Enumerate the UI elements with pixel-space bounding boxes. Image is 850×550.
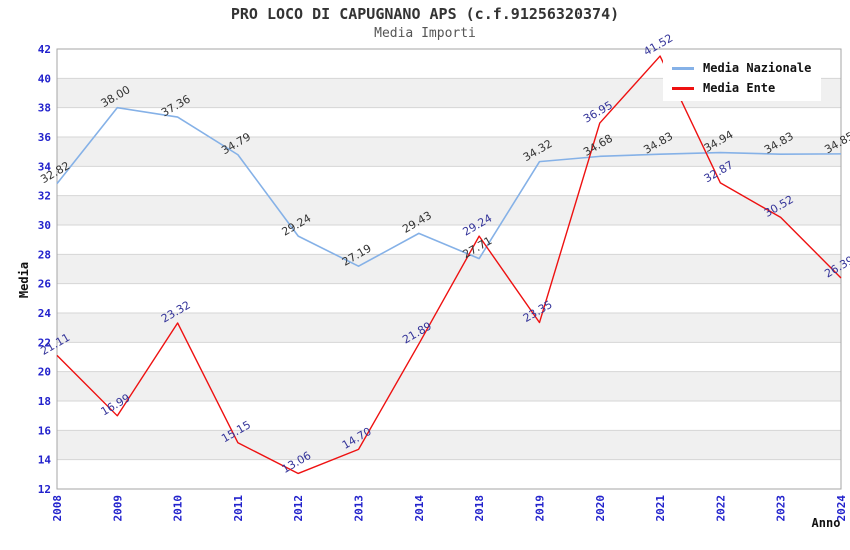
y-tick-label: 28	[38, 248, 51, 261]
y-tick-label: 12	[38, 483, 51, 496]
y-tick-label: 42	[38, 43, 51, 56]
x-axis-title: Anno	[812, 516, 841, 530]
x-tick-label: 2023	[775, 495, 788, 522]
y-tick-label: 34	[38, 160, 52, 173]
x-tick-label: 2009	[111, 495, 124, 522]
legend-swatch-icon	[672, 66, 694, 70]
band	[57, 225, 841, 255]
legend-item: Media Ente	[672, 81, 811, 95]
line-path	[56, 106, 842, 268]
x-tick-label: 2014	[413, 495, 426, 522]
x-tick-label: 2018	[473, 495, 486, 522]
y-tick-label: 36	[38, 131, 52, 144]
band	[57, 401, 841, 431]
legend-item: Media Nazionale	[672, 61, 811, 75]
x-tick-label: 2011	[232, 495, 245, 522]
y-tick-label: 14	[38, 454, 52, 467]
y-tick-label: 20	[38, 366, 51, 379]
y-tick-label: 30	[38, 219, 51, 232]
band	[57, 371, 841, 401]
x-tick-label: 2012	[292, 495, 305, 522]
band	[57, 107, 841, 137]
line-path	[56, 55, 842, 475]
x-tick-labels: 2008 2009 2010 2011 2012 2013 2014 2018 2019 2020…	[51, 495, 848, 522]
series-line-media-nazionale	[56, 106, 842, 268]
legend: Media Nazionale Media Ente	[663, 55, 822, 101]
y-tick-label: 38	[38, 102, 51, 115]
band	[57, 430, 841, 460]
y-tick-labels: 12 14 16 18 20 22 24 26 28 30 32 34 36 38 40 42	[38, 43, 52, 496]
y-tick-label: 24	[38, 307, 52, 320]
legend-swatch-icon	[672, 86, 694, 90]
y-tick-label: 22	[38, 336, 51, 349]
x-tick-label: 2008	[51, 495, 64, 522]
legend-label: Media Nazionale	[703, 61, 812, 75]
x-tick-label: 2024	[835, 495, 848, 522]
x-tick-label: 2019	[533, 495, 546, 522]
band	[57, 254, 841, 284]
band	[57, 313, 841, 343]
y-tick-label: 32	[38, 190, 51, 203]
series-line-media-ente	[56, 55, 842, 475]
y-tick-label: 40	[38, 72, 51, 85]
x-tick-label: 2013	[353, 495, 366, 522]
band	[57, 283, 841, 313]
y-tick-label: 26	[38, 278, 52, 291]
x-tick-label: 2010	[172, 495, 185, 522]
plot-border	[56, 48, 842, 490]
y-tick-label: 18	[38, 395, 51, 408]
x-tick-label: 2020	[594, 495, 607, 522]
x-tick-label: 2022	[714, 495, 727, 522]
chart-title: PRO LOCO DI CAPUGNANO APS (c.f.912563203…	[230, 5, 620, 23]
y-tick-label: 16	[38, 424, 52, 437]
y-axis-title: Media	[17, 262, 31, 298]
chart-subtitle: Media Importi	[374, 26, 476, 41]
y-gridlines	[57, 48, 841, 490]
band	[57, 459, 841, 489]
legend-label: Media Ente	[703, 81, 776, 95]
plot-bands	[57, 49, 841, 489]
band	[57, 342, 841, 372]
band	[57, 166, 841, 196]
band	[57, 195, 841, 225]
x-tick-label: 2021	[654, 495, 667, 522]
